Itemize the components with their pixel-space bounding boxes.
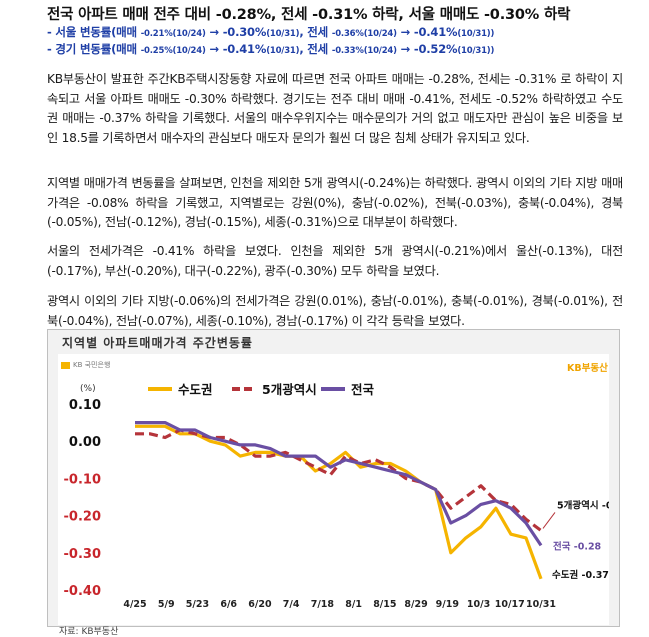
x-tick-label: 9/19 bbox=[436, 599, 459, 610]
x-tick-label: 8/15 bbox=[373, 599, 396, 610]
y-tick-label: -0.10 bbox=[64, 472, 101, 487]
paragraph-summary: KB부동산이 발표한 주간KB주택시장동향 자료에 따르면 전국 아파트 매매는… bbox=[47, 72, 623, 145]
end-label: 5개광역시 -0.24 bbox=[557, 499, 609, 511]
subhead-gyeonggi: - 경기 변동률(매매 -0.25%(10/24) → -0.41%(10/31… bbox=[47, 42, 495, 56]
end-label: 전국 -0.28 bbox=[553, 540, 602, 552]
kb-star-icon bbox=[61, 361, 70, 369]
series-line bbox=[135, 424, 543, 580]
legend-label: 5개광역시 bbox=[262, 382, 317, 397]
end-label-leader bbox=[542, 512, 556, 529]
series-line bbox=[135, 420, 543, 547]
x-tick-label: 10/17 bbox=[495, 599, 525, 610]
x-tick-label: 7/18 bbox=[311, 599, 335, 610]
chart-title: 지역별 아파트매매가격 주간변동률 bbox=[62, 336, 253, 350]
series-line bbox=[135, 428, 542, 532]
y-tick-label: 0.10 bbox=[69, 398, 101, 413]
paragraph-seoul-jeonse: 서울의 전세가격은 -0.41% 하락을 보였다. 인천을 제외한 5개 광역시… bbox=[47, 244, 623, 278]
x-tick-label: 10/31 bbox=[526, 599, 556, 610]
y-tick-label: 0.00 bbox=[69, 435, 101, 450]
kb-bank-logo: KB 국민은행 bbox=[61, 360, 110, 370]
x-tick-label: 8/29 bbox=[404, 599, 427, 610]
legend-label: 수도권 bbox=[178, 382, 213, 397]
x-tick-label: 4/25 bbox=[123, 599, 146, 610]
x-tick-label: 6/20 bbox=[248, 599, 272, 610]
subhead-seoul: - 서울 변동률(매매 -0.21%(10/24) → -0.30%(10/31… bbox=[47, 25, 495, 39]
x-tick-label: 10/3 bbox=[467, 599, 490, 610]
chart-panel: 지역별 아파트매매가격 주간변동률 (%) 0.10 0.00 -0.10 -0.20 -… bbox=[47, 329, 620, 627]
line-chart: (%) 0.10 0.00 -0.10 -0.20 -0.30 -0.40 4/25 5/9 5/… bbox=[64, 382, 609, 610]
y-tick-label: -0.20 bbox=[64, 510, 101, 525]
x-tick-label: 5/9 bbox=[158, 599, 175, 610]
x-tick-label: 5/23 bbox=[186, 599, 209, 610]
legend-label: 전국 bbox=[351, 382, 375, 397]
x-tick-label: 7/4 bbox=[283, 599, 300, 610]
end-label: 수도권 -0.37 bbox=[552, 569, 609, 581]
y-tick-label: -0.30 bbox=[64, 547, 101, 562]
paragraph-regional-sale: 지역별 매매가격 변동률을 살펴보면, 인천을 제외한 5개 광역시(-0.24… bbox=[47, 176, 623, 229]
chart-area: (%) 0.10 0.00 -0.10 -0.20 -0.30 -0.40 4/25 5/9 5/… bbox=[58, 354, 609, 625]
paragraph-provincial-jeonse: 광역시 이외의 기타 지방(-0.06%)의 전세가격은 강원(0.01%), … bbox=[47, 294, 623, 328]
x-tick-label: 8/1 bbox=[345, 599, 362, 610]
x-tick-label: 6/6 bbox=[220, 599, 237, 610]
kb-realestate-logo: KB부동산 bbox=[567, 363, 608, 374]
y-unit-label: (%) bbox=[80, 384, 96, 394]
y-tick-label: -0.40 bbox=[64, 584, 101, 599]
headline: 전국 아파트 매매 전주 대비 -0.28%, 전세 -0.31% 하락, 서울… bbox=[47, 7, 571, 23]
